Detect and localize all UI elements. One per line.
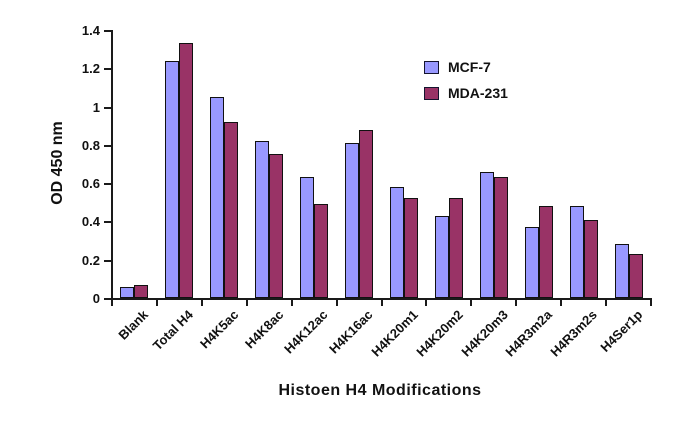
bar-mda231 [583, 220, 598, 298]
x-tick [155, 298, 158, 306]
y-axis-title: OD 450 nm [49, 121, 66, 205]
x-tick [111, 298, 113, 306]
bar-mcf7 [345, 143, 360, 298]
legend-item: MDA-231 [424, 84, 508, 102]
x-tick [290, 298, 293, 306]
x-tick [650, 298, 652, 306]
legend: MCF-7 MDA-231 [424, 58, 508, 110]
y-tick-label: 0.8 [81, 137, 100, 153]
x-category-label: H4Ser1p [597, 307, 646, 355]
bar-mda231 [448, 198, 463, 298]
x-tick [245, 298, 248, 306]
bar-mda231 [179, 43, 194, 298]
legend-series-label: MDA-231 [448, 85, 508, 101]
bar-mcf7 [210, 97, 225, 298]
x-tick [560, 298, 563, 306]
y-tick-label: 0 [92, 291, 100, 306]
y-tick-label: 0.6 [81, 176, 100, 192]
y-tick [104, 183, 111, 186]
x-tick [605, 298, 608, 306]
bar-mcf7 [479, 172, 494, 298]
bar-mcf7 [120, 287, 135, 298]
x-category-label: Total H4 [149, 307, 196, 354]
y-tick [104, 30, 111, 32]
legend-swatch-icon [424, 60, 439, 74]
x-category-label: H4K12ac [281, 307, 331, 357]
x-tick [380, 298, 383, 306]
legend-item: MCF-7 [424, 58, 508, 76]
y-tick-label: 0.2 [81, 252, 100, 268]
x-category-label: H4K20m3 [457, 307, 511, 360]
y-tick-label: 1.2 [81, 61, 100, 77]
y-tick-label: 1.4 [81, 23, 100, 38]
x-axis-title: Histoen H4 Modifications [278, 382, 482, 399]
bar-mcf7 [389, 187, 404, 298]
legend-swatch-icon [424, 86, 439, 100]
y-tick [104, 144, 111, 147]
x-category-label: H4R3m2a [502, 307, 556, 360]
bar-mda231 [359, 130, 374, 298]
y-tick [104, 106, 111, 109]
bar-mda231 [134, 285, 149, 298]
bar-mda231 [493, 177, 508, 298]
x-tick [425, 298, 428, 306]
bar-mda231 [628, 254, 643, 298]
legend-series-label: MCF-7 [448, 59, 491, 75]
bar-mda231 [224, 122, 239, 298]
y-tick [104, 298, 111, 300]
x-tick [335, 298, 338, 306]
x-category-label: H4K8ac [241, 307, 286, 352]
y-tick [104, 68, 111, 71]
x-category-label: H4K5ac [196, 307, 241, 352]
y-tick [104, 259, 111, 262]
bar-mcf7 [614, 244, 629, 298]
bar-mcf7 [255, 141, 270, 298]
y-tick-label: 0.4 [81, 214, 100, 230]
x-tick [470, 298, 473, 306]
y-axis-line [111, 30, 113, 300]
bar-mcf7 [569, 206, 584, 298]
x-tick [515, 298, 518, 306]
bar-mcf7 [165, 61, 180, 298]
bar-mda231 [538, 206, 553, 298]
x-tick [200, 298, 203, 306]
bar-mcf7 [434, 216, 449, 298]
x-category-label: H4K20m1 [368, 307, 421, 360]
x-category-label: H4K20m2 [412, 307, 466, 360]
bar-mcf7 [300, 177, 315, 298]
bar-mda231 [269, 154, 284, 298]
bar-mda231 [314, 204, 329, 298]
x-category-label: H4R3m2s [547, 307, 601, 360]
bar-mda231 [403, 198, 418, 298]
y-tick [104, 221, 111, 224]
y-tick-label: 1 [92, 99, 100, 115]
x-category-label: Blank [115, 307, 152, 343]
bar-mcf7 [524, 227, 539, 298]
